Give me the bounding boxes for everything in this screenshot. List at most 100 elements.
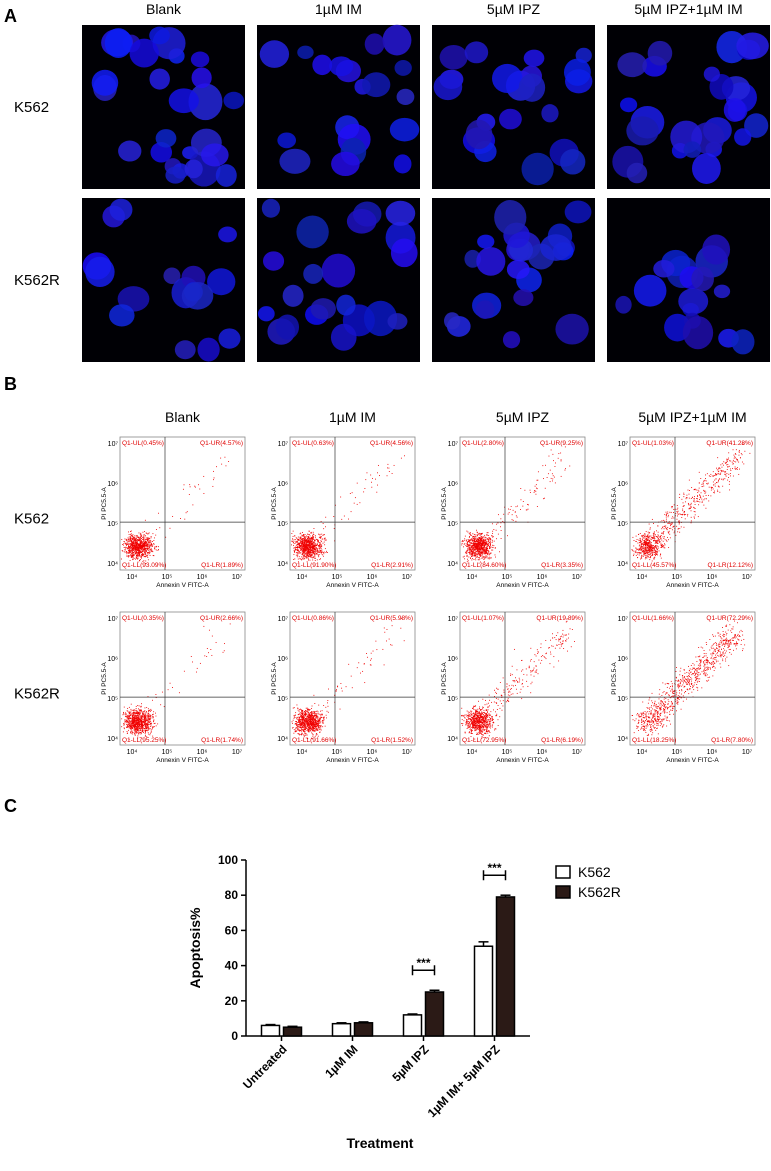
event-dot: [147, 714, 148, 715]
event-dot: [640, 547, 641, 548]
event-dot: [469, 541, 470, 542]
event-dot: [718, 473, 719, 474]
event-dot: [654, 558, 655, 559]
nucleus: [503, 331, 520, 348]
event-dot: [478, 552, 479, 553]
event-dot: [492, 540, 493, 541]
event-dot: [633, 554, 634, 555]
event-dot: [138, 731, 139, 732]
event-dot: [646, 552, 647, 553]
event-dot: [138, 716, 139, 717]
event-dot: [142, 719, 143, 720]
event-dot: [156, 529, 157, 530]
event-dot: [129, 541, 130, 542]
event-dot: [139, 555, 140, 556]
event-dot: [140, 542, 141, 543]
event-dot: [210, 649, 211, 650]
event-dot: [661, 547, 662, 548]
event-dot: [490, 545, 491, 546]
event-dot: [132, 720, 133, 721]
event-dot: [137, 559, 138, 560]
event-dot: [122, 544, 123, 545]
event-dot: [684, 511, 685, 512]
event-dot: [488, 541, 489, 542]
event-dot: [492, 523, 493, 524]
event-dot: [646, 542, 647, 543]
x-tick-label: 10⁶: [707, 574, 718, 581]
event-dot: [517, 506, 518, 507]
nucleus: [118, 141, 141, 162]
event-dot: [653, 537, 654, 538]
micrograph: [607, 25, 770, 189]
event-dot: [189, 484, 190, 485]
event-dot: [135, 543, 136, 544]
nucleus: [444, 312, 460, 329]
event-dot: [652, 546, 653, 547]
event-dot: [734, 458, 735, 459]
nucleus: [634, 275, 667, 307]
event-dot: [126, 539, 127, 540]
y-tick-label: 10⁷: [618, 441, 629, 448]
event-dot: [388, 468, 389, 469]
event-dot: [653, 540, 654, 541]
event-dot: [133, 720, 134, 721]
y-tick-label: 10⁴: [277, 561, 288, 568]
event-dot: [184, 671, 185, 672]
event-dot: [130, 537, 131, 538]
event-dot: [137, 715, 138, 716]
event-dot: [679, 524, 680, 525]
event-dot: [720, 473, 721, 474]
event-dot: [467, 546, 468, 547]
event-dot: [323, 528, 324, 529]
event-dot: [149, 728, 150, 729]
event-dot: [641, 556, 642, 557]
event-dot: [304, 549, 305, 550]
event-dot: [140, 536, 141, 537]
event-dot: [126, 552, 127, 553]
event-dot: [475, 541, 476, 542]
event-dot: [694, 511, 695, 512]
event-dot: [293, 733, 294, 734]
event-dot: [738, 474, 739, 475]
event-dot: [489, 542, 490, 543]
event-dot: [142, 554, 143, 555]
event-dot: [128, 531, 129, 532]
event-dot: [637, 557, 638, 558]
event-dot: [129, 555, 130, 556]
event-dot: [657, 549, 658, 550]
event-dot: [148, 716, 149, 717]
x-axis-label: Annexin V FITC-A: [666, 582, 719, 589]
event-dot: [706, 480, 707, 481]
nucleus: [197, 338, 219, 362]
event-dot: [134, 715, 135, 716]
event-dot: [125, 721, 126, 722]
event-dot: [703, 499, 704, 500]
event-dot: [523, 501, 524, 502]
event-dot: [315, 543, 316, 544]
event-dot: [717, 491, 718, 492]
event-dot: [130, 726, 131, 727]
event-dot: [669, 523, 670, 524]
event-dot: [488, 538, 489, 539]
event-dot: [141, 719, 142, 720]
nucleus: [262, 199, 280, 218]
event-dot: [144, 722, 145, 723]
event-dot: [144, 710, 145, 711]
event-dot: [472, 554, 473, 555]
quadrant-label: Q1-LL(45.57%): [632, 562, 676, 569]
event-dot: [306, 542, 307, 543]
event-dot: [367, 472, 368, 473]
event-dot: [695, 511, 696, 512]
event-dot: [139, 714, 140, 715]
event-dot: [145, 715, 146, 716]
event-dot: [138, 729, 139, 730]
event-dot: [152, 727, 153, 728]
event-dot: [697, 492, 698, 493]
event-dot: [140, 546, 141, 547]
event-dot: [699, 472, 700, 473]
event-dot: [324, 538, 325, 539]
flow-plot: Q1-UL(0.63%)Q1-UR(4.56%)Q1-LL(91.90%)Q1-…: [271, 437, 415, 589]
event-dot: [147, 543, 148, 544]
event-dot: [713, 481, 714, 482]
event-dot: [141, 545, 142, 546]
